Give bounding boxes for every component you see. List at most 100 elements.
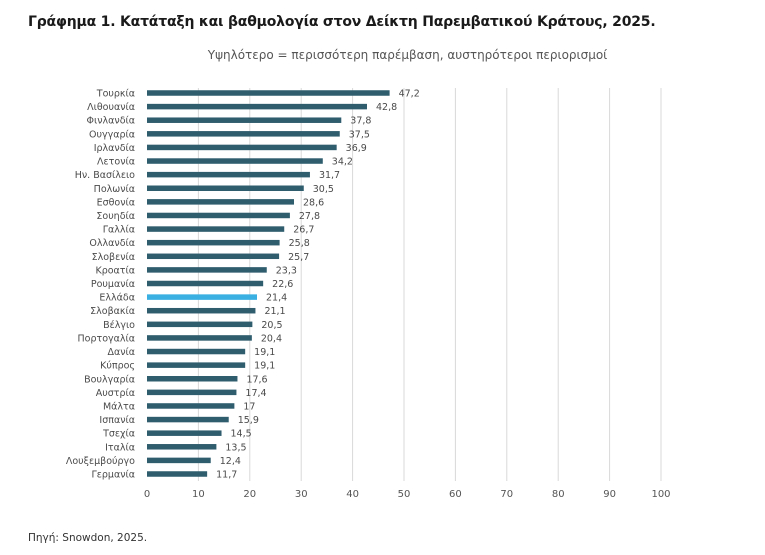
bar xyxy=(147,294,257,300)
bar xyxy=(147,199,295,205)
category-label: Πολωνία xyxy=(94,184,135,195)
value-label: 34,2 xyxy=(332,157,353,168)
value-label: 22,6 xyxy=(272,279,293,290)
bar xyxy=(147,103,367,110)
x-tick-label: 60 xyxy=(449,489,462,500)
bar xyxy=(147,158,323,164)
category-label: Μάλτα xyxy=(103,401,135,412)
value-label: 37,5 xyxy=(349,129,370,140)
category-label: Ολλανδία xyxy=(89,238,135,249)
value-label: 25,8 xyxy=(289,238,310,249)
source-note: Πηγή: Snowdon, 2025. xyxy=(28,532,148,544)
bar xyxy=(147,212,290,219)
category-label: Λιθουανία xyxy=(87,102,135,113)
category-label: Ουγγαρία xyxy=(89,129,135,140)
x-tick-label: 20 xyxy=(243,489,256,500)
x-tick-label: 10 xyxy=(192,489,205,500)
category-label: Βουλγαρία xyxy=(84,374,135,385)
category-label: Γαλλία xyxy=(103,225,135,236)
bar xyxy=(147,144,337,151)
value-label: 21,1 xyxy=(264,306,285,317)
bar xyxy=(147,348,246,355)
category-label: Γερμανία xyxy=(91,470,135,481)
category-label: Πορτογαλία xyxy=(77,333,135,344)
bar xyxy=(147,280,264,287)
bar xyxy=(147,171,310,178)
category-label: Ην. Βασίλειο xyxy=(75,170,135,181)
value-label: 21,4 xyxy=(266,293,287,304)
bar xyxy=(147,90,390,96)
value-label: 11,7 xyxy=(216,470,237,481)
value-label: 13,5 xyxy=(225,442,246,453)
category-label: Λουξεμβούργο xyxy=(66,456,135,467)
value-label: 25,7 xyxy=(288,252,309,263)
value-label: 12,4 xyxy=(220,456,241,467)
value-label: 47,2 xyxy=(399,89,420,100)
value-label: 15,9 xyxy=(238,415,259,426)
x-tick-label: 40 xyxy=(346,489,359,500)
value-label: 42,8 xyxy=(376,102,397,113)
bar xyxy=(147,457,211,464)
x-tick-label: 0 xyxy=(144,489,150,500)
category-label: Κύπρος xyxy=(100,361,135,372)
category-label: Σουηδία xyxy=(96,211,135,222)
value-label: 20,5 xyxy=(261,320,282,331)
value-label: 19,1 xyxy=(254,347,275,358)
gridlines xyxy=(197,88,662,481)
bar xyxy=(147,335,252,341)
x-tick-label: 80 xyxy=(552,489,565,500)
value-label: 17,4 xyxy=(245,388,266,399)
bar xyxy=(147,131,340,137)
category-label: Ελλάδα xyxy=(99,293,135,304)
category-label: Βέλγιο xyxy=(103,320,135,331)
category-label: Κροατία xyxy=(95,265,135,276)
category-label: Αυστρία xyxy=(96,388,135,399)
x-tick-label: 30 xyxy=(295,489,308,500)
value-label: 36,9 xyxy=(346,143,367,154)
category-label: Ιταλία xyxy=(105,442,135,453)
category-label: Ισπανία xyxy=(99,415,135,426)
value-label: 30,5 xyxy=(313,184,334,195)
value-label: 37,8 xyxy=(350,116,371,127)
x-tick-label: 50 xyxy=(398,489,411,500)
bar xyxy=(147,362,246,368)
category-label: Τουρκία xyxy=(96,89,135,100)
x-axis-ticks: 0 10 20 30 40 50 60 70 80 90 100 xyxy=(144,489,671,500)
category-label: Ρουμανία xyxy=(91,279,135,290)
bar xyxy=(147,226,285,232)
x-tick-label: 90 xyxy=(603,489,616,500)
bar xyxy=(147,267,267,273)
category-label: Σλοβενία xyxy=(92,252,135,263)
category-labels: Τουρκία Λιθουανία Φινλανδία Ουγγαρία Ιρλανδί… xyxy=(66,89,135,481)
category-label: Φινλανδία xyxy=(87,116,135,127)
bar xyxy=(147,253,280,260)
bar xyxy=(147,389,237,396)
value-label: 27,8 xyxy=(299,211,320,222)
bar xyxy=(147,117,342,123)
value-label: 31,7 xyxy=(319,170,340,181)
category-label: Εσθονία xyxy=(97,197,135,208)
bar xyxy=(147,416,229,423)
bar xyxy=(147,471,208,477)
value-label: 20,4 xyxy=(261,333,282,344)
chart-title: Γράφημα 1. Κατάταξη και βαθμολογία στον … xyxy=(28,14,656,30)
category-label: Ιρλανδία xyxy=(94,143,135,154)
x-tick-label: 70 xyxy=(500,489,513,500)
bar xyxy=(147,376,238,382)
category-label: Λετονία xyxy=(97,157,135,168)
x-tick-label: 100 xyxy=(651,489,670,500)
value-label: 17,6 xyxy=(246,374,267,385)
chart-subtitle: Υψηλότερο = περισσότερη παρέμβαση, αυστη… xyxy=(207,48,608,62)
value-label: 14,5 xyxy=(231,429,252,440)
bar xyxy=(147,444,217,450)
value-label: 17 xyxy=(243,401,255,412)
bar xyxy=(147,430,222,436)
bar xyxy=(147,403,235,409)
bar xyxy=(147,321,253,328)
bars xyxy=(147,90,390,477)
value-label: 23,3 xyxy=(276,265,297,276)
value-label: 28,6 xyxy=(303,197,324,208)
value-label: 26,7 xyxy=(293,225,314,236)
value-label: 19,1 xyxy=(254,361,275,372)
